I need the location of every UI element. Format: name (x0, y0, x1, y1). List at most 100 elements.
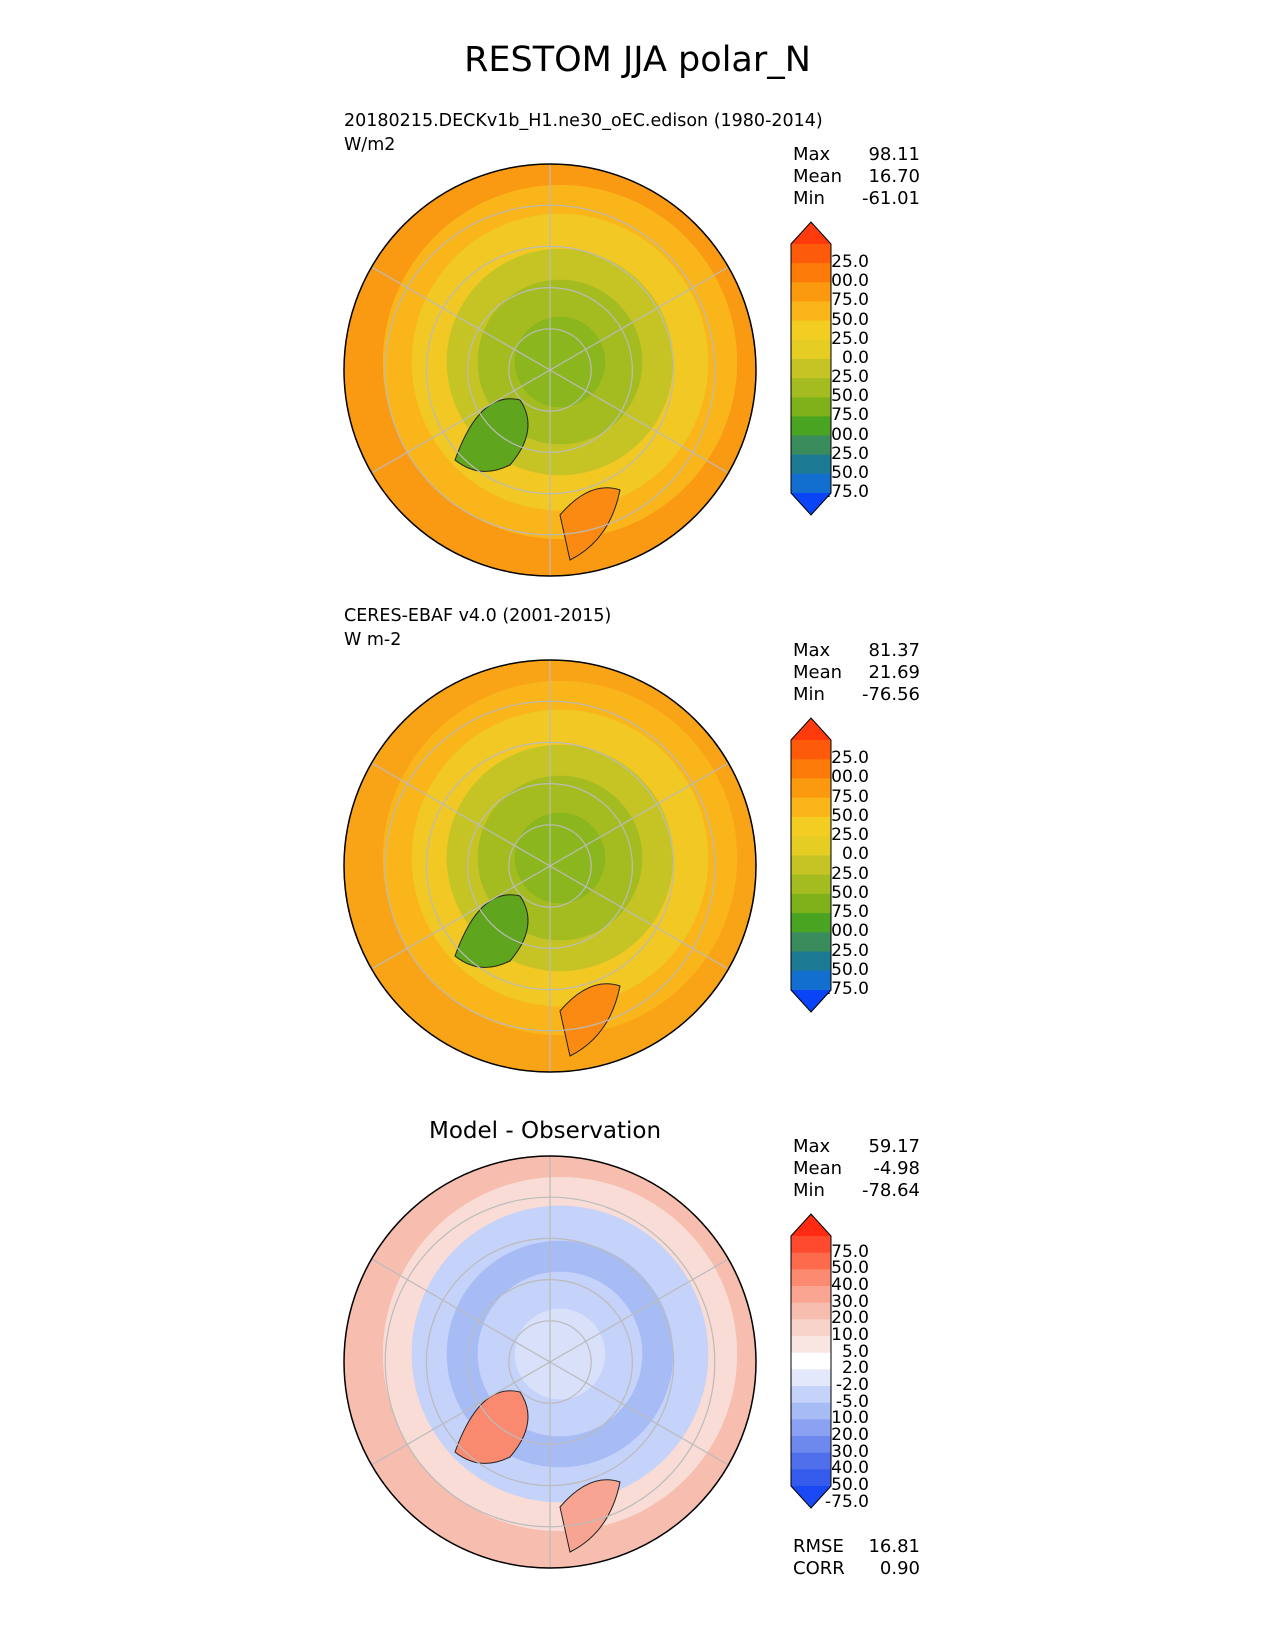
colorbar-segment (791, 454, 831, 475)
longitude-gridline (371, 865, 551, 970)
colorbar-segment (791, 1269, 831, 1287)
longitude-gridline (371, 1361, 551, 1466)
colorbar-segment (791, 874, 831, 895)
colorbar-segment (791, 397, 831, 417)
colorbar-tick-label: 50.0 (831, 1258, 869, 1279)
colorbar-outline (790, 717, 832, 1013)
longitude-gridline (371, 266, 551, 371)
map-boundary (343, 659, 757, 1073)
colorbar-segment (791, 1319, 831, 1337)
panel-1-units: W/m2 (344, 135, 396, 155)
stat-value: 98.11 (868, 144, 920, 165)
colorbar-tick-label: -25.0 (825, 367, 869, 388)
colorbar-extend-min (791, 990, 831, 1012)
metric-label: CORR (793, 1558, 845, 1579)
stat-value: 16.70 (868, 166, 920, 187)
field-ring (514, 1308, 606, 1400)
colorbar-segment (791, 1252, 831, 1270)
colorbar-segment (791, 836, 831, 856)
colorbar-segment (791, 816, 831, 837)
colorbar-segment (791, 1286, 831, 1304)
field-ring (514, 812, 606, 904)
stat-label: Max (793, 640, 831, 661)
colorbar-segment (791, 1402, 831, 1420)
stat-label: Min (793, 1180, 825, 1201)
panel-2-units: W m-2 (344, 630, 402, 650)
stat-label: Max (793, 144, 831, 165)
colorbar-segment (791, 378, 831, 398)
colorbar-segment (791, 473, 831, 494)
colorbar-segment (791, 1419, 831, 1437)
colorbar-tick-label: -30.0 (825, 1441, 869, 1462)
colorbar-segment (791, 339, 831, 360)
longitude-gridline (371, 369, 551, 474)
stat-label: Mean (793, 1158, 843, 1179)
colorbar-segment (791, 1436, 831, 1454)
colorbar-segment (791, 913, 831, 933)
colorbar-tick-label: 100.0 (820, 767, 869, 788)
colorbar-tick-label: 40.0 (831, 1275, 869, 1295)
stat-value: 21.69 (868, 662, 920, 683)
colorbar-segment (791, 1336, 831, 1354)
colorbar-segment (791, 893, 831, 914)
metric-value: 16.81 (868, 1536, 920, 1557)
colorbar-segment (791, 244, 831, 264)
colorbar-tick-label: 5.0 (841, 1341, 869, 1362)
colorbar-segment (791, 970, 831, 991)
colorbar-tick-label: 30.0 (831, 1291, 869, 1312)
colorbar-2 (790, 717, 832, 1013)
greenland-region (454, 398, 529, 472)
colorbar-segment (791, 1236, 831, 1254)
colorbar-tick-label: -50.0 (825, 882, 869, 903)
colorbar-3 (790, 1213, 832, 1509)
longitude-gridline (549, 865, 729, 970)
colorbar-extend-max (791, 1214, 831, 1236)
colorbar-1 (790, 221, 832, 516)
stat-value: -4.98 (873, 1158, 920, 1179)
longitude-gridline (371, 762, 551, 867)
map-boundary (343, 1155, 757, 1569)
colorbar-tick-label: -2.0 (835, 1375, 869, 1395)
stat-value: -76.56 (861, 684, 920, 705)
colorbar-segment (791, 1386, 831, 1404)
colorbar-tick-label: 50.0 (831, 805, 869, 826)
longitude-gridline (549, 1258, 729, 1363)
colorbar-tick-label: 125.0 (820, 252, 869, 273)
colorbar-segment (791, 1369, 831, 1387)
colorbar-segment (791, 1302, 831, 1320)
colorbar-tick-label: 75.0 (831, 786, 869, 807)
colorbar-segment (791, 855, 831, 876)
colorbar-outline (790, 221, 832, 516)
longitude-gridline (549, 762, 729, 867)
colorbar-segment (791, 778, 831, 799)
stat-label: Mean (793, 166, 843, 187)
scandinavia-region (559, 983, 621, 1057)
map-boundary (343, 163, 757, 577)
map-panel-3 (343, 1155, 757, 1569)
colorbar-tick-label: -75.0 (825, 405, 869, 426)
colorbar-segment (791, 263, 831, 283)
colorbar-tick-label: 75.0 (831, 290, 869, 311)
colorbar-tick-label: -50.0 (825, 1475, 869, 1495)
page-title: RESTOM JJA polar_N (464, 40, 811, 80)
colorbar-tick-label: -75.0 (825, 1491, 869, 1512)
colorbar-tick-label: 100.0 (820, 271, 869, 292)
colorbar-segment (791, 797, 831, 818)
stat-value: -78.64 (861, 1180, 920, 1201)
colorbar-segment (791, 416, 831, 437)
map-panel-2 (343, 659, 757, 1073)
colorbar-tick-label: 75.0 (831, 1241, 869, 1262)
colorbar-segment (791, 435, 831, 456)
colorbar-tick-label: 0.0 (841, 347, 869, 368)
longitude-gridline (549, 369, 729, 474)
colorbar-tick-label: -25.0 (825, 863, 869, 884)
colorbar-extend-max (791, 222, 831, 244)
scandinavia-region (559, 1479, 621, 1553)
colorbar-tick-label: 0.0 (841, 844, 869, 865)
colorbar-tick-label: -40.0 (825, 1458, 869, 1479)
colorbar-segment (791, 301, 831, 322)
greenland-region (454, 1390, 529, 1464)
longitude-gridline (549, 266, 729, 371)
colorbar-segment (791, 759, 831, 779)
colorbar-tick-label: -50.0 (825, 386, 869, 407)
